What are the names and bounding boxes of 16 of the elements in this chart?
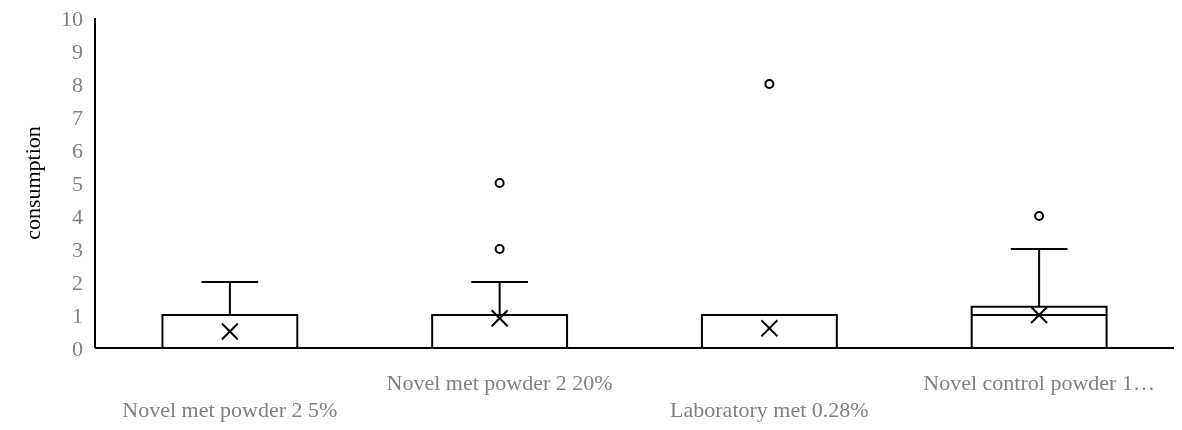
y-tick-label: 9 — [72, 38, 83, 64]
y-tick-label: 10 — [61, 5, 83, 31]
y-tick-label: 6 — [72, 137, 83, 163]
x-tick-label: Novel met powder 2 5% — [122, 397, 338, 422]
y-tick-label: 2 — [72, 269, 83, 295]
y-tick-label: 0 — [72, 335, 83, 361]
x-tick-label: Novel control powder 1… — [923, 370, 1155, 395]
y-axis-title: consumption — [20, 126, 45, 240]
y-tick-label: 4 — [72, 203, 83, 229]
y-tick-label: 7 — [72, 104, 83, 130]
x-tick-label: Laboratory met 0.28% — [670, 397, 869, 422]
y-tick-label: 8 — [72, 71, 83, 97]
y-tick-label: 5 — [72, 170, 83, 196]
y-tick-label: 3 — [72, 236, 83, 262]
y-tick-label: 1 — [72, 302, 83, 328]
x-tick-label: Novel met powder 2 20% — [386, 370, 613, 395]
